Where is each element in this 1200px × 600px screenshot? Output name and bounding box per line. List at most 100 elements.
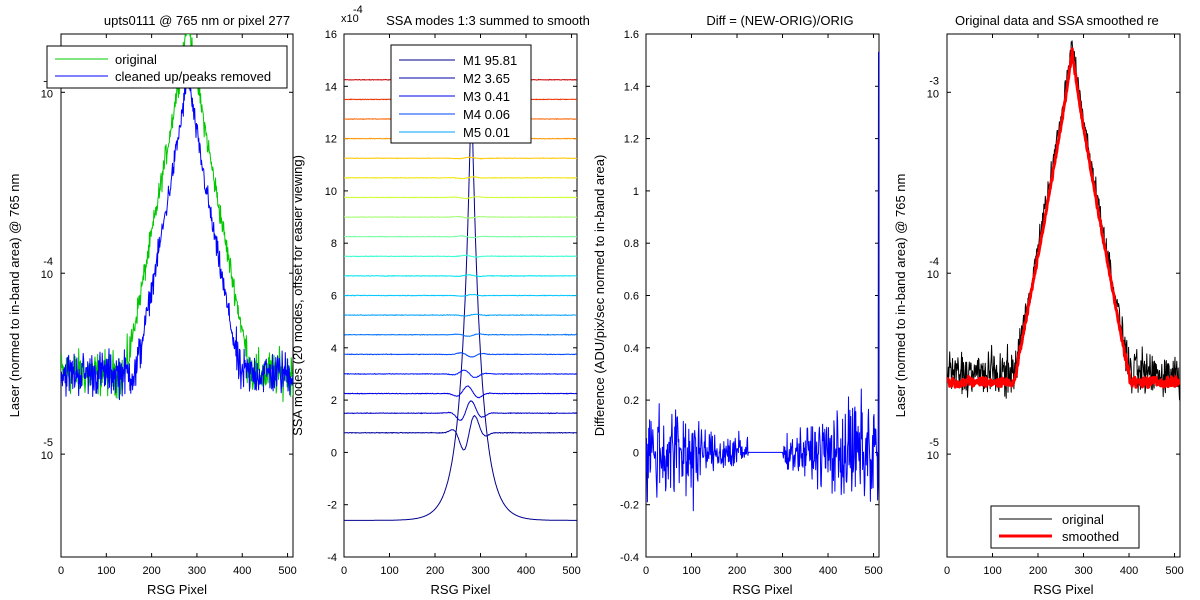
mode-line-6 [344, 352, 577, 358]
y-tick-label: 0 [331, 447, 337, 459]
x-axis-label: RSG Pixel [431, 582, 491, 597]
y-tick-label: -0.4 [620, 552, 639, 564]
y-axis-label: Difference (ADU/pix/sec normed to in-ban… [592, 155, 607, 437]
mode-line-16 [344, 156, 577, 160]
y-tick-label: 1.4 [624, 81, 639, 93]
mode-line-11 [344, 254, 577, 258]
legend-entry: original [1062, 512, 1104, 527]
mode-line-4 [344, 385, 577, 399]
legend: original smoothed [990, 505, 1140, 549]
chart-title: Diff = (NEW-ORIG)/ORIG [706, 13, 853, 28]
y-tick-label: 1.2 [624, 134, 639, 146]
x-tick-label: 200 [426, 565, 444, 577]
mode-line-10 [344, 274, 577, 278]
mode-line-15 [344, 176, 577, 180]
chart-title: Original data and SSA smoothed re [955, 13, 1159, 28]
x-tick-label: 200 [1029, 565, 1047, 577]
smoothed-line [947, 47, 1180, 389]
y-tick-label: 6 [331, 291, 337, 303]
x-tick-label: 0 [341, 565, 347, 577]
y-tick-label: -0.2 [620, 500, 639, 512]
x-tick-label: 200 [142, 565, 160, 577]
y-tick-exponent: -3 [929, 75, 939, 87]
legend-entry: original [115, 52, 157, 67]
x-axis-label: RSG Pixel [733, 582, 793, 597]
x-tick-label: 400 [1120, 565, 1138, 577]
y-tick-label: 12 [325, 134, 337, 146]
x-tick-label: 100 [682, 565, 700, 577]
x-tick-label: 200 [728, 565, 746, 577]
mode-line-9 [344, 293, 577, 297]
mode-line-5 [344, 369, 577, 378]
x-tick-label: 400 [233, 565, 251, 577]
plot-area [60, 33, 294, 558]
y-tick-label: 0.8 [624, 238, 639, 250]
mode-line-7 [344, 333, 577, 337]
x-tick-label: 500 [562, 565, 580, 577]
y-tick-label: 4 [331, 343, 337, 355]
y-tick-label: 10 [927, 88, 939, 100]
y-axis-label: SSA modes (20 modes, offset for easier v… [290, 155, 305, 436]
legend-entry: M3 0.41 [463, 89, 510, 104]
x-tick-label: 300 [1074, 565, 1092, 577]
chart-title: SSA modes 1:3 summed to smooth [386, 13, 590, 28]
plot-area [946, 33, 1181, 558]
x-tick-label: 500 [864, 565, 882, 577]
x-tick-label: 100 [97, 565, 115, 577]
axis-exponent: -4 [353, 4, 363, 16]
y-tick-label: 0 [633, 447, 639, 459]
x-tick-label: 100 [380, 565, 398, 577]
mode-line-14 [344, 196, 577, 200]
legend-entry: M5 0.01 [463, 125, 510, 140]
y-tick-label: 0.6 [624, 291, 639, 303]
mode-1-line [344, 75, 577, 521]
mode-line-12 [344, 235, 577, 239]
y-tick-label: 10 [41, 269, 53, 281]
y-tick-exponent: -4 [929, 256, 939, 268]
x-tick-label: 400 [517, 565, 535, 577]
y-tick-label: 10 [927, 450, 939, 462]
x-tick-label: 0 [944, 565, 950, 577]
y-tick-exponent: -5 [929, 437, 939, 449]
y-tick-label: 0.4 [624, 343, 639, 355]
y-tick-label: 16 [325, 29, 337, 41]
y-tick-label: 1.6 [624, 29, 639, 41]
y-tick-label: -4 [327, 552, 337, 564]
y-tick-label: 1 [633, 186, 639, 198]
mode-line-2 [344, 415, 577, 451]
x-tick-label: 300 [471, 565, 489, 577]
panel-2: 0 100 200 300 400 500 -4 -2 0 2 4 6 8 10 12 14 16 RSG Pix… [290, 4, 590, 597]
y-tick-label: -2 [327, 500, 337, 512]
x-axis-label: RSG Pixel [1034, 582, 1094, 597]
y-tick-exponent: -5 [43, 437, 53, 449]
y-tick-exponent: -4 [43, 256, 53, 268]
legend-entry: M1 95.81 [463, 53, 517, 68]
legend: original cleaned up/peaks removed [46, 45, 288, 89]
y-axis-label: Laser (normed to in-band area) @ 765 nm [7, 174, 22, 418]
x-tick-label: 500 [1165, 565, 1183, 577]
y-tick-label: 0.2 [624, 395, 639, 407]
y-tick-label: 10 [41, 88, 53, 100]
legend-box [46, 45, 288, 89]
y-tick-label: 14 [325, 81, 337, 93]
y-axis-label: Laser (normed to in-band area) @ 765 nm [893, 174, 908, 418]
x-tick-label: 400 [819, 565, 837, 577]
legend-box [990, 505, 1140, 549]
legend-entry: M4 0.06 [463, 107, 510, 122]
x-tick-label: 0 [643, 565, 649, 577]
x-tick-label: 300 [188, 565, 206, 577]
x-axis-label: RSG Pixel [147, 582, 207, 597]
x-tick-label: 0 [58, 565, 64, 577]
y-tick-label: 2 [331, 395, 337, 407]
y-tick-label: 8 [331, 238, 337, 250]
x-tick-label: 300 [773, 565, 791, 577]
legend-box [390, 44, 532, 144]
y-tick-label: 10 [325, 186, 337, 198]
axis-multiplier: x10 [341, 13, 359, 25]
x-tick-label: 100 [983, 565, 1001, 577]
mode-line-8 [344, 313, 577, 317]
panel-3: 0 100 200 300 400 500 -0.4 -0.2 0 0.2 0.4 0.6 0.8 1 1.… [592, 13, 883, 597]
